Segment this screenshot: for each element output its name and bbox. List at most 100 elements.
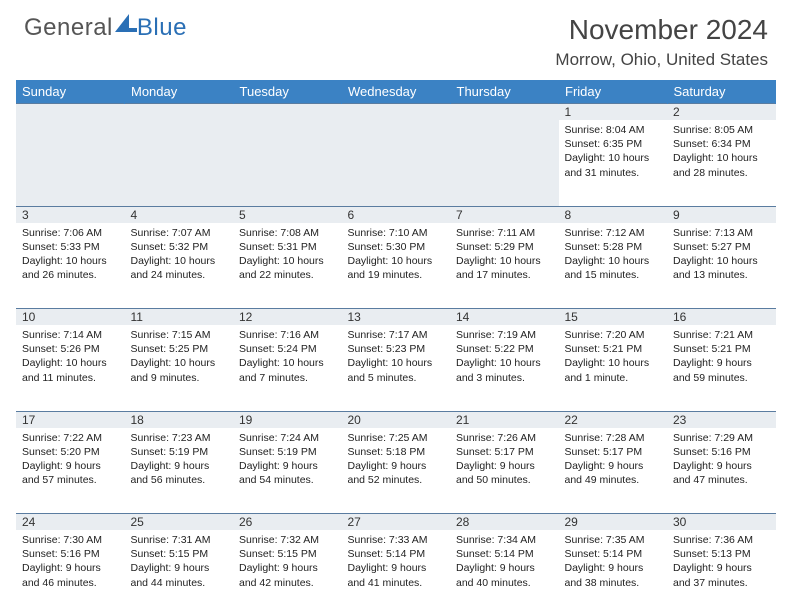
daylight-line: Daylight: 10 hours and 22 minutes. bbox=[239, 254, 336, 282]
daylight-line: Daylight: 10 hours and 17 minutes. bbox=[456, 254, 553, 282]
day-number-cell: 20 bbox=[342, 411, 451, 428]
day-detail-cell: Sunrise: 7:13 AMSunset: 5:27 PMDaylight:… bbox=[667, 223, 776, 309]
day-number-cell: 21 bbox=[450, 411, 559, 428]
sunrise-line: Sunrise: 7:33 AM bbox=[348, 533, 445, 547]
sunrise-line: Sunrise: 7:16 AM bbox=[239, 328, 336, 342]
daylight-line: Daylight: 9 hours and 54 minutes. bbox=[239, 459, 336, 487]
day-number-cell: 14 bbox=[450, 309, 559, 326]
day-number-cell: 2 bbox=[667, 104, 776, 121]
day-number-cell: 15 bbox=[559, 309, 668, 326]
day-detail-cell: Sunrise: 7:28 AMSunset: 5:17 PMDaylight:… bbox=[559, 428, 668, 514]
day-detail-cell: Sunrise: 7:08 AMSunset: 5:31 PMDaylight:… bbox=[233, 223, 342, 309]
day-number-cell bbox=[450, 104, 559, 121]
sunset-line: Sunset: 5:23 PM bbox=[348, 342, 445, 356]
day-number-cell: 5 bbox=[233, 206, 342, 223]
sunset-line: Sunset: 6:35 PM bbox=[565, 137, 662, 151]
sunset-line: Sunset: 5:16 PM bbox=[22, 547, 119, 561]
day-number-cell: 16 bbox=[667, 309, 776, 326]
daylight-line: Daylight: 9 hours and 41 minutes. bbox=[348, 561, 445, 589]
day-number-cell: 28 bbox=[450, 514, 559, 531]
day-number-cell: 12 bbox=[233, 309, 342, 326]
day-number-row: 12 bbox=[16, 104, 776, 121]
sunset-line: Sunset: 5:13 PM bbox=[673, 547, 770, 561]
daylight-line: Daylight: 9 hours and 42 minutes. bbox=[239, 561, 336, 589]
weekday-header: Monday bbox=[125, 80, 234, 104]
day-number-cell: 7 bbox=[450, 206, 559, 223]
daylight-line: Daylight: 10 hours and 1 minute. bbox=[565, 356, 662, 384]
sunrise-line: Sunrise: 7:23 AM bbox=[131, 431, 228, 445]
day-number-cell: 6 bbox=[342, 206, 451, 223]
day-number-cell: 25 bbox=[125, 514, 234, 531]
sunset-line: Sunset: 5:25 PM bbox=[131, 342, 228, 356]
day-number-row: 24252627282930 bbox=[16, 514, 776, 531]
calendar-table: SundayMondayTuesdayWednesdayThursdayFrid… bbox=[16, 80, 776, 616]
sunset-line: Sunset: 5:24 PM bbox=[239, 342, 336, 356]
daylight-line: Daylight: 10 hours and 31 minutes. bbox=[565, 151, 662, 179]
day-detail-cell: Sunrise: 7:15 AMSunset: 5:25 PMDaylight:… bbox=[125, 325, 234, 411]
day-number-row: 17181920212223 bbox=[16, 411, 776, 428]
sunset-line: Sunset: 5:15 PM bbox=[239, 547, 336, 561]
day-detail-cell bbox=[125, 120, 234, 206]
daylight-line: Daylight: 9 hours and 37 minutes. bbox=[673, 561, 770, 589]
day-detail-cell: Sunrise: 7:33 AMSunset: 5:14 PMDaylight:… bbox=[342, 530, 451, 616]
sunrise-line: Sunrise: 7:19 AM bbox=[456, 328, 553, 342]
daylight-line: Daylight: 10 hours and 9 minutes. bbox=[131, 356, 228, 384]
sunrise-line: Sunrise: 7:30 AM bbox=[22, 533, 119, 547]
sunset-line: Sunset: 5:14 PM bbox=[348, 547, 445, 561]
day-detail-cell: Sunrise: 7:10 AMSunset: 5:30 PMDaylight:… bbox=[342, 223, 451, 309]
sunrise-line: Sunrise: 7:31 AM bbox=[131, 533, 228, 547]
daylight-line: Daylight: 10 hours and 5 minutes. bbox=[348, 356, 445, 384]
daylight-line: Daylight: 9 hours and 59 minutes. bbox=[673, 356, 770, 384]
sunrise-line: Sunrise: 7:14 AM bbox=[22, 328, 119, 342]
day-detail-cell: Sunrise: 7:25 AMSunset: 5:18 PMDaylight:… bbox=[342, 428, 451, 514]
day-detail-cell: Sunrise: 7:26 AMSunset: 5:17 PMDaylight:… bbox=[450, 428, 559, 514]
day-number-cell bbox=[125, 104, 234, 121]
sunrise-line: Sunrise: 7:25 AM bbox=[348, 431, 445, 445]
day-number-cell: 13 bbox=[342, 309, 451, 326]
daylight-line: Daylight: 9 hours and 40 minutes. bbox=[456, 561, 553, 589]
day-detail-cell: Sunrise: 7:20 AMSunset: 5:21 PMDaylight:… bbox=[559, 325, 668, 411]
day-number-cell: 27 bbox=[342, 514, 451, 531]
daylight-line: Daylight: 10 hours and 19 minutes. bbox=[348, 254, 445, 282]
day-detail-cell bbox=[233, 120, 342, 206]
sunrise-line: Sunrise: 7:24 AM bbox=[239, 431, 336, 445]
sunset-line: Sunset: 5:27 PM bbox=[673, 240, 770, 254]
sunrise-line: Sunrise: 7:21 AM bbox=[673, 328, 770, 342]
daylight-line: Daylight: 10 hours and 24 minutes. bbox=[131, 254, 228, 282]
daylight-line: Daylight: 9 hours and 47 minutes. bbox=[673, 459, 770, 487]
day-detail-cell bbox=[342, 120, 451, 206]
sunrise-line: Sunrise: 7:15 AM bbox=[131, 328, 228, 342]
day-number-cell: 11 bbox=[125, 309, 234, 326]
day-number-cell: 10 bbox=[16, 309, 125, 326]
sunrise-line: Sunrise: 7:22 AM bbox=[22, 431, 119, 445]
sunset-line: Sunset: 5:22 PM bbox=[456, 342, 553, 356]
sunrise-line: Sunrise: 7:20 AM bbox=[565, 328, 662, 342]
sunrise-line: Sunrise: 7:29 AM bbox=[673, 431, 770, 445]
sunrise-line: Sunrise: 7:34 AM bbox=[456, 533, 553, 547]
day-number-cell: 22 bbox=[559, 411, 668, 428]
daylight-line: Daylight: 9 hours and 46 minutes. bbox=[22, 561, 119, 589]
day-detail-cell: Sunrise: 7:14 AMSunset: 5:26 PMDaylight:… bbox=[16, 325, 125, 411]
sunrise-line: Sunrise: 7:28 AM bbox=[565, 431, 662, 445]
day-number-row: 3456789 bbox=[16, 206, 776, 223]
brand-part2: Blue bbox=[137, 14, 187, 42]
sunset-line: Sunset: 5:19 PM bbox=[239, 445, 336, 459]
sail-icon bbox=[115, 14, 137, 32]
sunrise-line: Sunrise: 8:05 AM bbox=[673, 123, 770, 137]
sunset-line: Sunset: 5:28 PM bbox=[565, 240, 662, 254]
day-number-row: 10111213141516 bbox=[16, 309, 776, 326]
weekday-header: Tuesday bbox=[233, 80, 342, 104]
daylight-line: Daylight: 10 hours and 15 minutes. bbox=[565, 254, 662, 282]
weekday-header-row: SundayMondayTuesdayWednesdayThursdayFrid… bbox=[16, 80, 776, 104]
day-detail-cell: Sunrise: 7:23 AMSunset: 5:19 PMDaylight:… bbox=[125, 428, 234, 514]
sunrise-line: Sunrise: 7:26 AM bbox=[456, 431, 553, 445]
sunset-line: Sunset: 5:21 PM bbox=[565, 342, 662, 356]
day-detail-cell: Sunrise: 7:22 AMSunset: 5:20 PMDaylight:… bbox=[16, 428, 125, 514]
day-detail-cell: Sunrise: 7:36 AMSunset: 5:13 PMDaylight:… bbox=[667, 530, 776, 616]
sunrise-line: Sunrise: 7:36 AM bbox=[673, 533, 770, 547]
sunrise-line: Sunrise: 7:10 AM bbox=[348, 226, 445, 240]
sunset-line: Sunset: 5:33 PM bbox=[22, 240, 119, 254]
day-detail-cell: Sunrise: 7:19 AMSunset: 5:22 PMDaylight:… bbox=[450, 325, 559, 411]
sunset-line: Sunset: 5:31 PM bbox=[239, 240, 336, 254]
brand-logo: General Blue bbox=[24, 14, 187, 42]
